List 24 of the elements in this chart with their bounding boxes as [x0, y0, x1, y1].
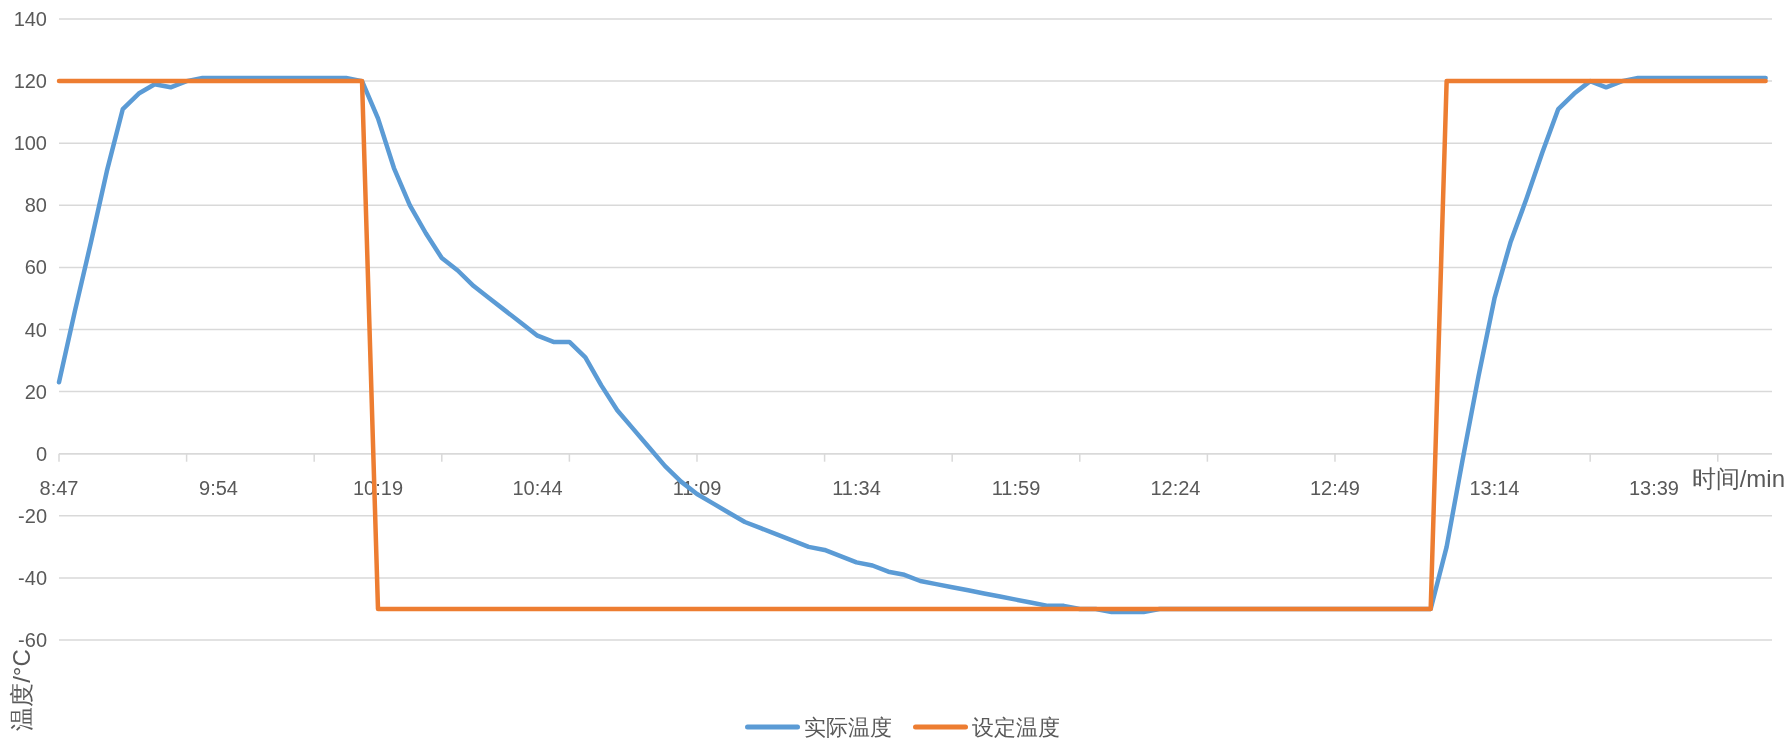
x-tick-label: 11:59 [991, 476, 1041, 499]
y-tick-label: 20 [24, 380, 47, 403]
x-tick-label: 10:44 [512, 476, 563, 499]
y-tick-label: -20 [18, 504, 47, 527]
y-tick-label: 60 [24, 256, 47, 279]
y-tick-label: -40 [18, 566, 47, 589]
x-tick-label: 8:47 [39, 476, 79, 499]
y-tick-label: -60 [18, 629, 47, 651]
x-tick-label: 9:54 [199, 476, 238, 499]
y-tick-label: 0 [35, 442, 47, 465]
x-tick-label: 13:39 [1628, 476, 1679, 499]
y-axis-title: 温度/°C [8, 649, 35, 731]
y-tick-label: 80 [24, 194, 47, 217]
x-tick-label: 11:34 [832, 476, 881, 499]
x-tick-label: 12:24 [1150, 476, 1201, 499]
legend-label: 实际温度 [803, 715, 892, 740]
x-tick-label: 13:14 [1469, 476, 1520, 499]
y-tick-label: 100 [13, 132, 47, 155]
x-axis-title: 时间/min [1691, 464, 1785, 492]
legend-label: 设定温度 [971, 715, 1060, 740]
y-tick-label: 40 [24, 318, 47, 341]
x-tick-label: 12:49 [1309, 476, 1361, 499]
y-tick-label: 120 [13, 70, 47, 93]
y-tick-label: 140 [13, 8, 47, 30]
